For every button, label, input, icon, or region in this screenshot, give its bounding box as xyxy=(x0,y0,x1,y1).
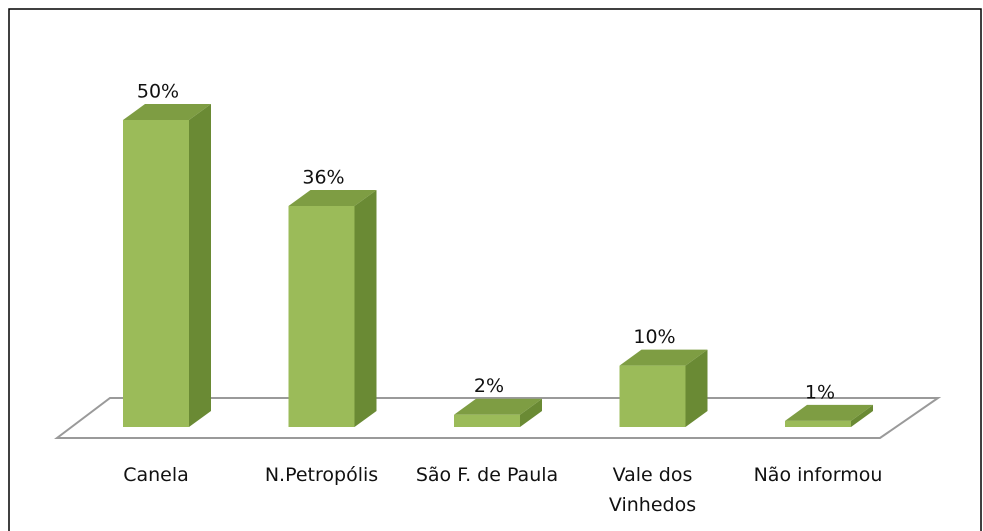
bar-front xyxy=(454,414,520,427)
x-tick-label: Não informou xyxy=(753,464,883,486)
x-tick-label: Canela xyxy=(123,464,189,486)
data-label: 10% xyxy=(633,326,675,348)
data-label: 2% xyxy=(474,375,504,397)
bar xyxy=(123,104,211,427)
x-tick-label: São F. de Paula xyxy=(415,464,559,486)
bar-top xyxy=(454,398,542,415)
chart-border xyxy=(8,8,982,531)
bar xyxy=(454,398,542,427)
bar-front xyxy=(619,365,686,427)
bar xyxy=(785,404,873,427)
bar xyxy=(288,189,377,427)
bar-top xyxy=(785,404,873,421)
bar-front xyxy=(785,420,851,427)
bar-side xyxy=(354,189,377,427)
data-label: 50% xyxy=(137,81,179,103)
bar-top xyxy=(288,189,377,206)
bar-front xyxy=(288,205,355,427)
bar-top xyxy=(123,104,211,120)
bar xyxy=(619,349,708,427)
x-tick-label: Vale dos Vinhedos xyxy=(608,464,697,516)
bar-side xyxy=(685,349,708,427)
bar-front xyxy=(123,120,189,427)
data-label: 36% xyxy=(302,166,344,188)
bar-top xyxy=(619,349,708,366)
bar-side xyxy=(520,398,542,427)
bar-side xyxy=(851,404,873,427)
data-label: 1% xyxy=(805,381,835,403)
bar-side xyxy=(189,104,211,427)
x-tick-label: N.Petropólis xyxy=(264,464,379,486)
